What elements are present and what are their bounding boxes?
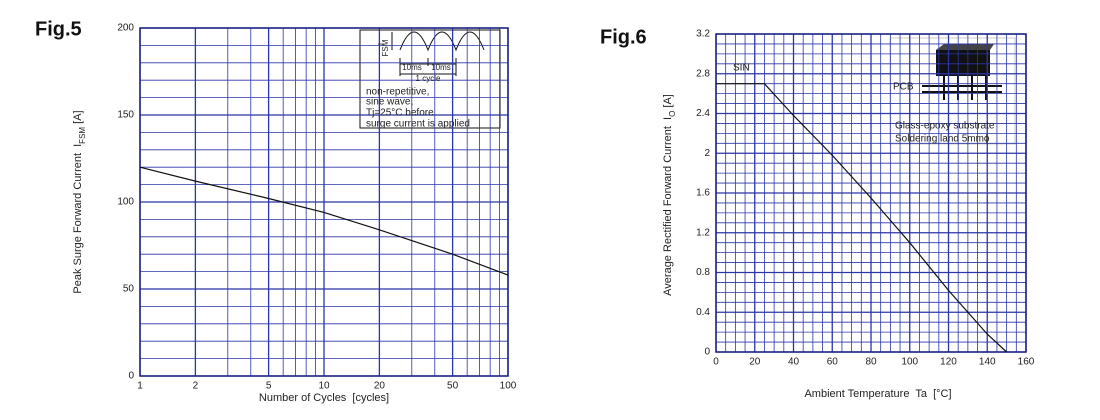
x-tick-label: 40 [788, 357, 800, 368]
y-axis-label-part: FSM [78, 127, 87, 144]
y-tick-label: 0.8 [696, 267, 710, 278]
y-axis-label-part: [A] [72, 110, 84, 127]
y-tick-label: 2 [704, 148, 710, 159]
x-tick-label: 60 [827, 357, 839, 368]
x-axis-label: Number of Cycles [cycles] [259, 392, 389, 404]
annotation: PCB [893, 82, 914, 93]
y-tick-label: 0.4 [696, 307, 710, 318]
x-tick-label: 100 [500, 381, 517, 392]
annotation: Glass-epoxy substrate [895, 121, 995, 132]
annotation: 10ms [402, 63, 422, 72]
x-tick-label: 2 [193, 381, 199, 392]
annotation: 10ms [431, 63, 451, 72]
x-tick-label: 100 [901, 357, 918, 368]
data-line [139, 166, 509, 276]
plot-frame [139, 27, 509, 377]
x-tick-label: 120 [940, 357, 957, 368]
annotation: SIN [733, 63, 750, 74]
y-tick-label: 1.6 [696, 188, 710, 199]
y-tick-label: 100 [117, 197, 134, 208]
figure-title: Fig.6 [600, 26, 647, 48]
y-axis-label: Peak Surge Forward Current IFSM [A] [72, 110, 87, 293]
annotation: Tj=25°C before [366, 108, 434, 119]
y-tick-label: 150 [117, 110, 134, 121]
annotation: sine wave, [366, 97, 413, 108]
y-tick-label: 2.8 [696, 68, 710, 79]
y-tick-label: 3.2 [696, 29, 710, 40]
x-tick-label: 20 [749, 357, 761, 368]
data-line [716, 83, 1008, 353]
annotation: Soldering land 5mmϕ [895, 134, 990, 145]
x-tick-label: 1 [137, 381, 143, 392]
x-tick-label: 80 [865, 357, 877, 368]
x-tick-label: 50 [447, 381, 459, 392]
x-tick-label: 140 [979, 357, 996, 368]
y-axis-label: Average Rectified Forward Current IO [A] [662, 94, 677, 296]
y-tick-label: 50 [123, 284, 135, 295]
y-tick-label: 0 [128, 371, 134, 382]
y-axis-label-part: Peak Surge Forward Current I [72, 144, 84, 294]
x-tick-label: 160 [1018, 357, 1035, 368]
y-axis-label-part: O [668, 111, 677, 117]
x-tick-label: 10 [318, 381, 330, 392]
x-axis-label: Ambient Temperature Ta [°C] [804, 388, 951, 400]
y-tick-label: 200 [117, 23, 134, 34]
annotation: 1 cycle [416, 74, 441, 83]
annotation: I [377, 43, 386, 45]
plot-frame [715, 33, 1027, 353]
x-tick-label: 20 [374, 381, 386, 392]
x-tick-label: 0 [713, 357, 719, 368]
waveform-inset [359, 29, 501, 129]
y-axis-label-part: [A] [662, 94, 674, 111]
annotation: non-repetitive, [366, 87, 429, 98]
x-tick-label: 5 [266, 381, 272, 392]
annotation: FSM [381, 39, 390, 56]
y-axis-label-part: Average Rectified Forward Current I [662, 117, 674, 296]
figure-title: Fig.5 [35, 18, 82, 40]
y-tick-label: 0 [704, 347, 710, 358]
annotation: surge current is applied [366, 119, 470, 130]
y-tick-label: 2.4 [696, 108, 710, 119]
y-tick-label: 1.2 [696, 227, 710, 238]
